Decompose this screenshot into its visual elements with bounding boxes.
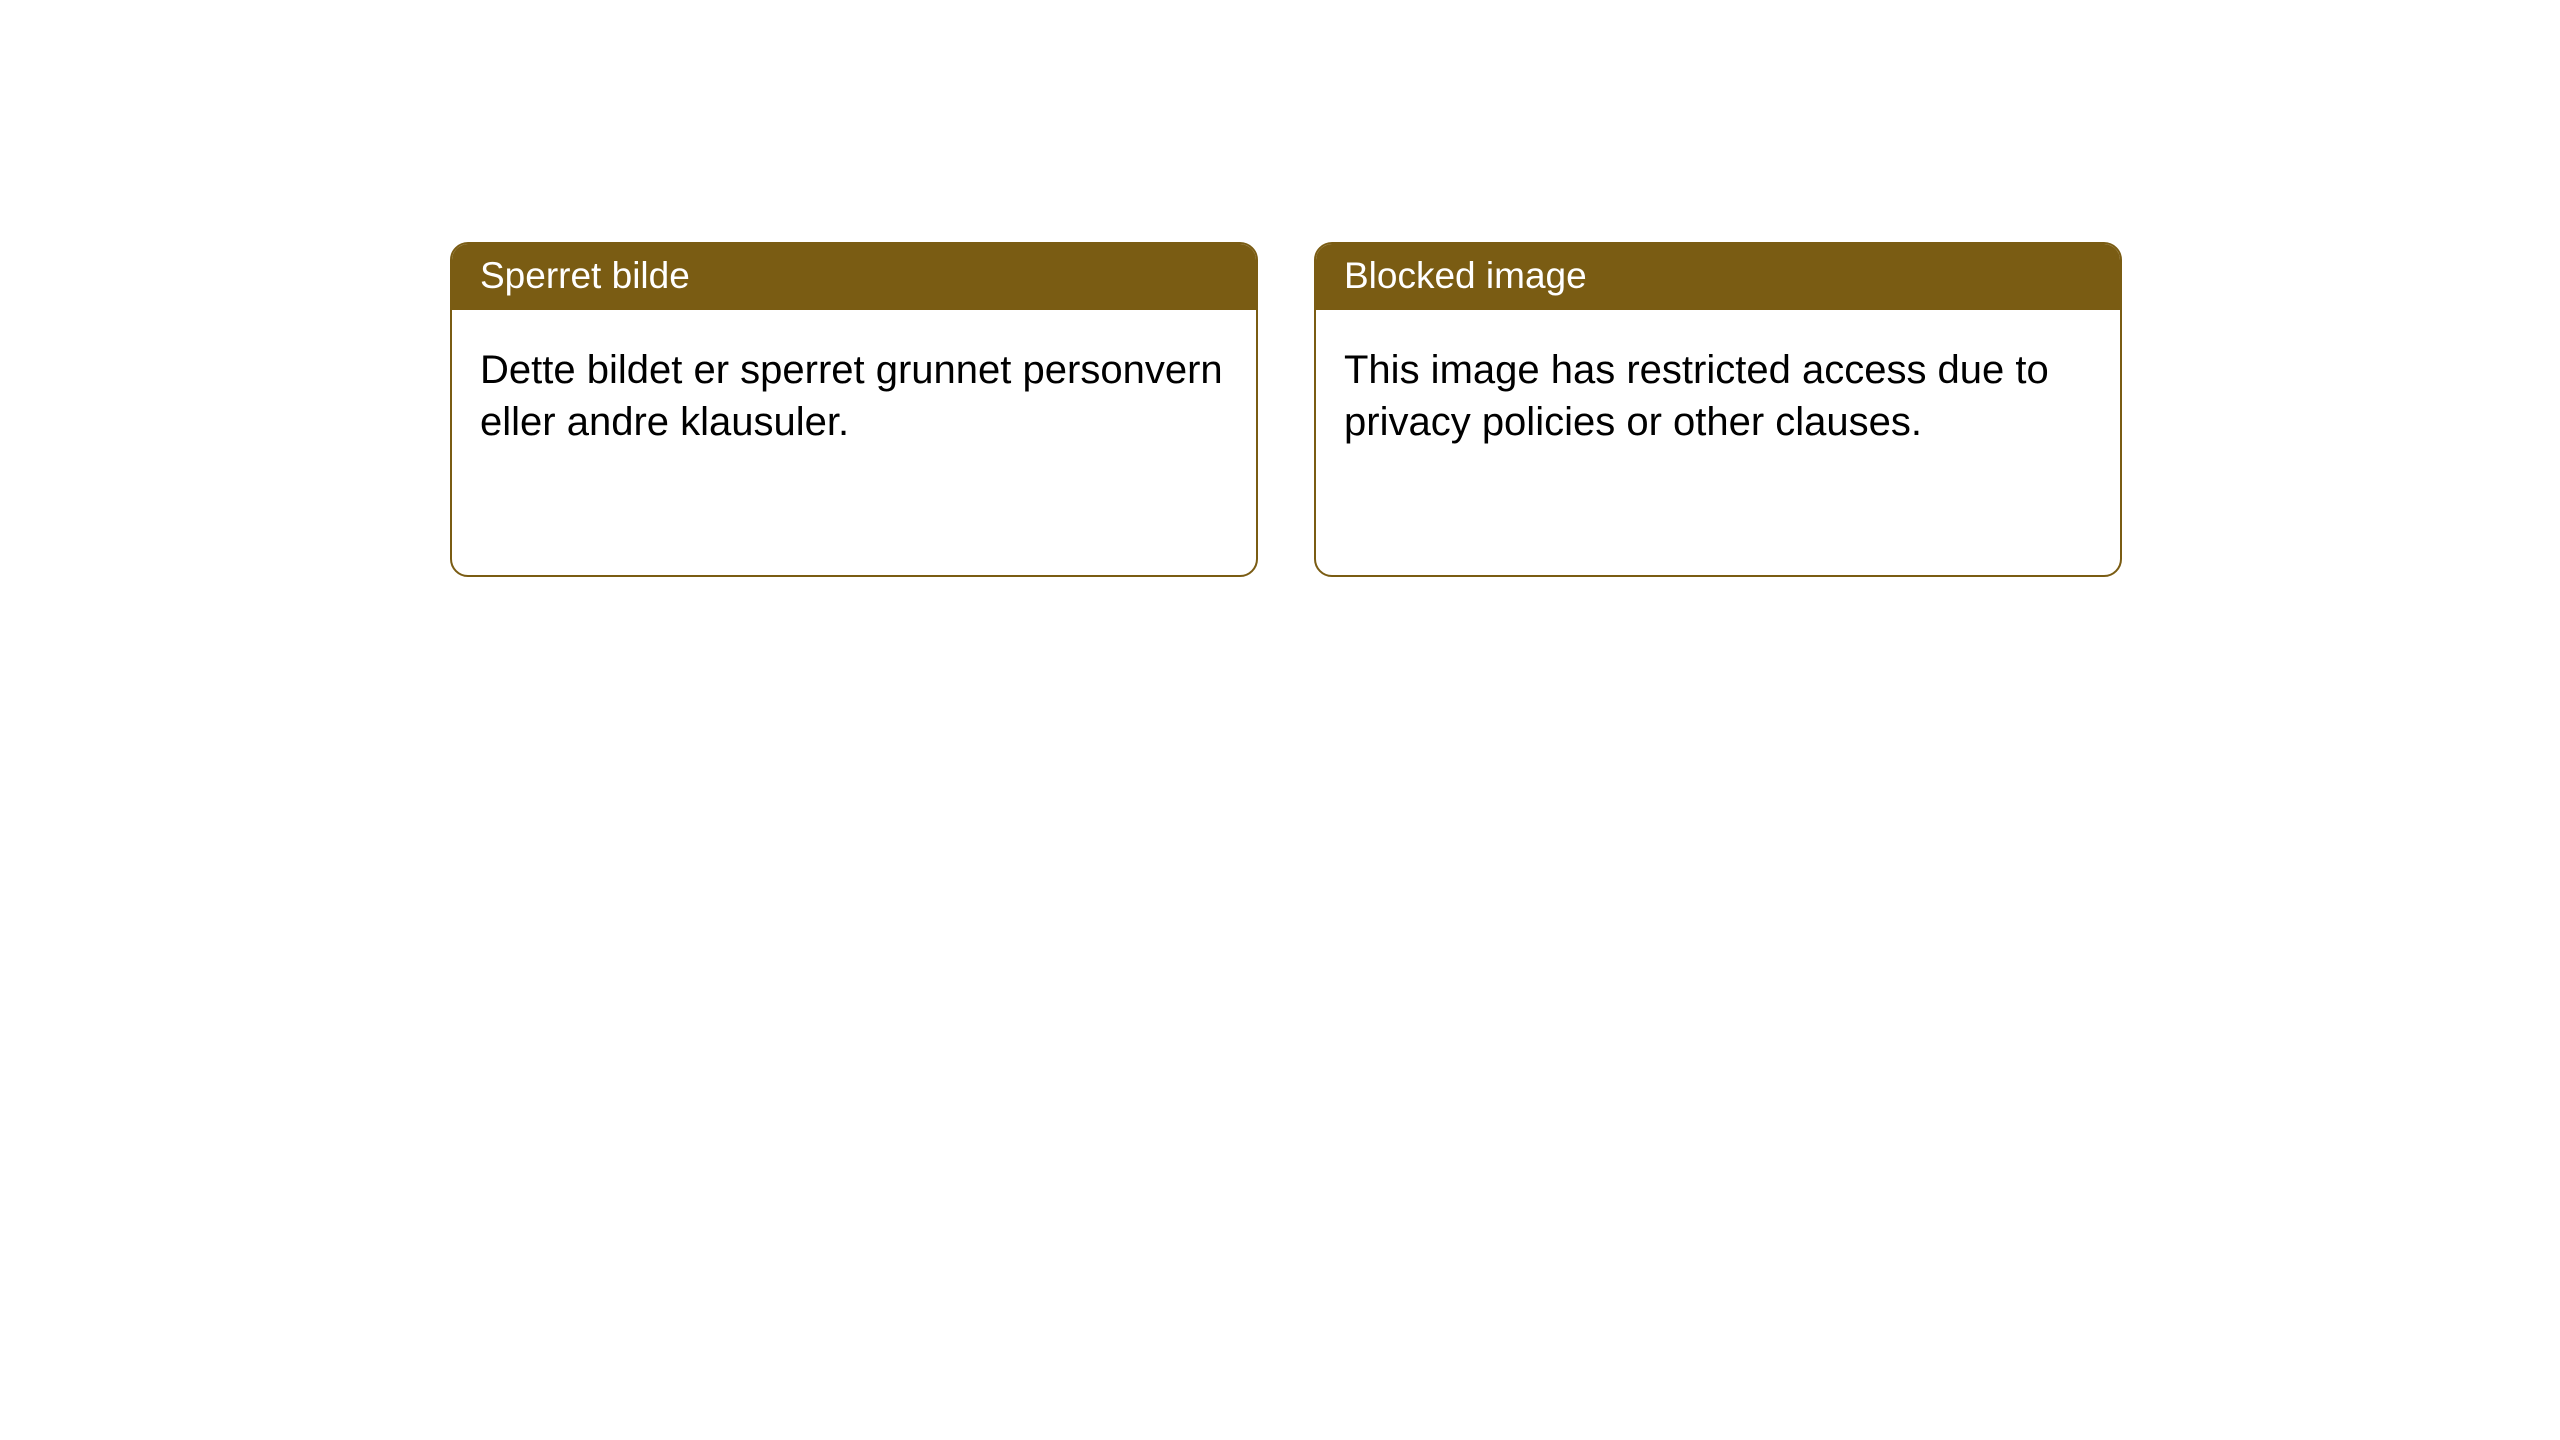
notice-container: Sperret bilde Dette bildet er sperret gr…	[0, 0, 2560, 577]
notice-card-body: Dette bildet er sperret grunnet personve…	[452, 310, 1256, 476]
notice-card-no: Sperret bilde Dette bildet er sperret gr…	[450, 242, 1258, 577]
notice-card-body: This image has restricted access due to …	[1316, 310, 2120, 476]
notice-card-en: Blocked image This image has restricted …	[1314, 242, 2122, 577]
notice-card-title: Blocked image	[1316, 244, 2120, 310]
notice-card-title: Sperret bilde	[452, 244, 1256, 310]
